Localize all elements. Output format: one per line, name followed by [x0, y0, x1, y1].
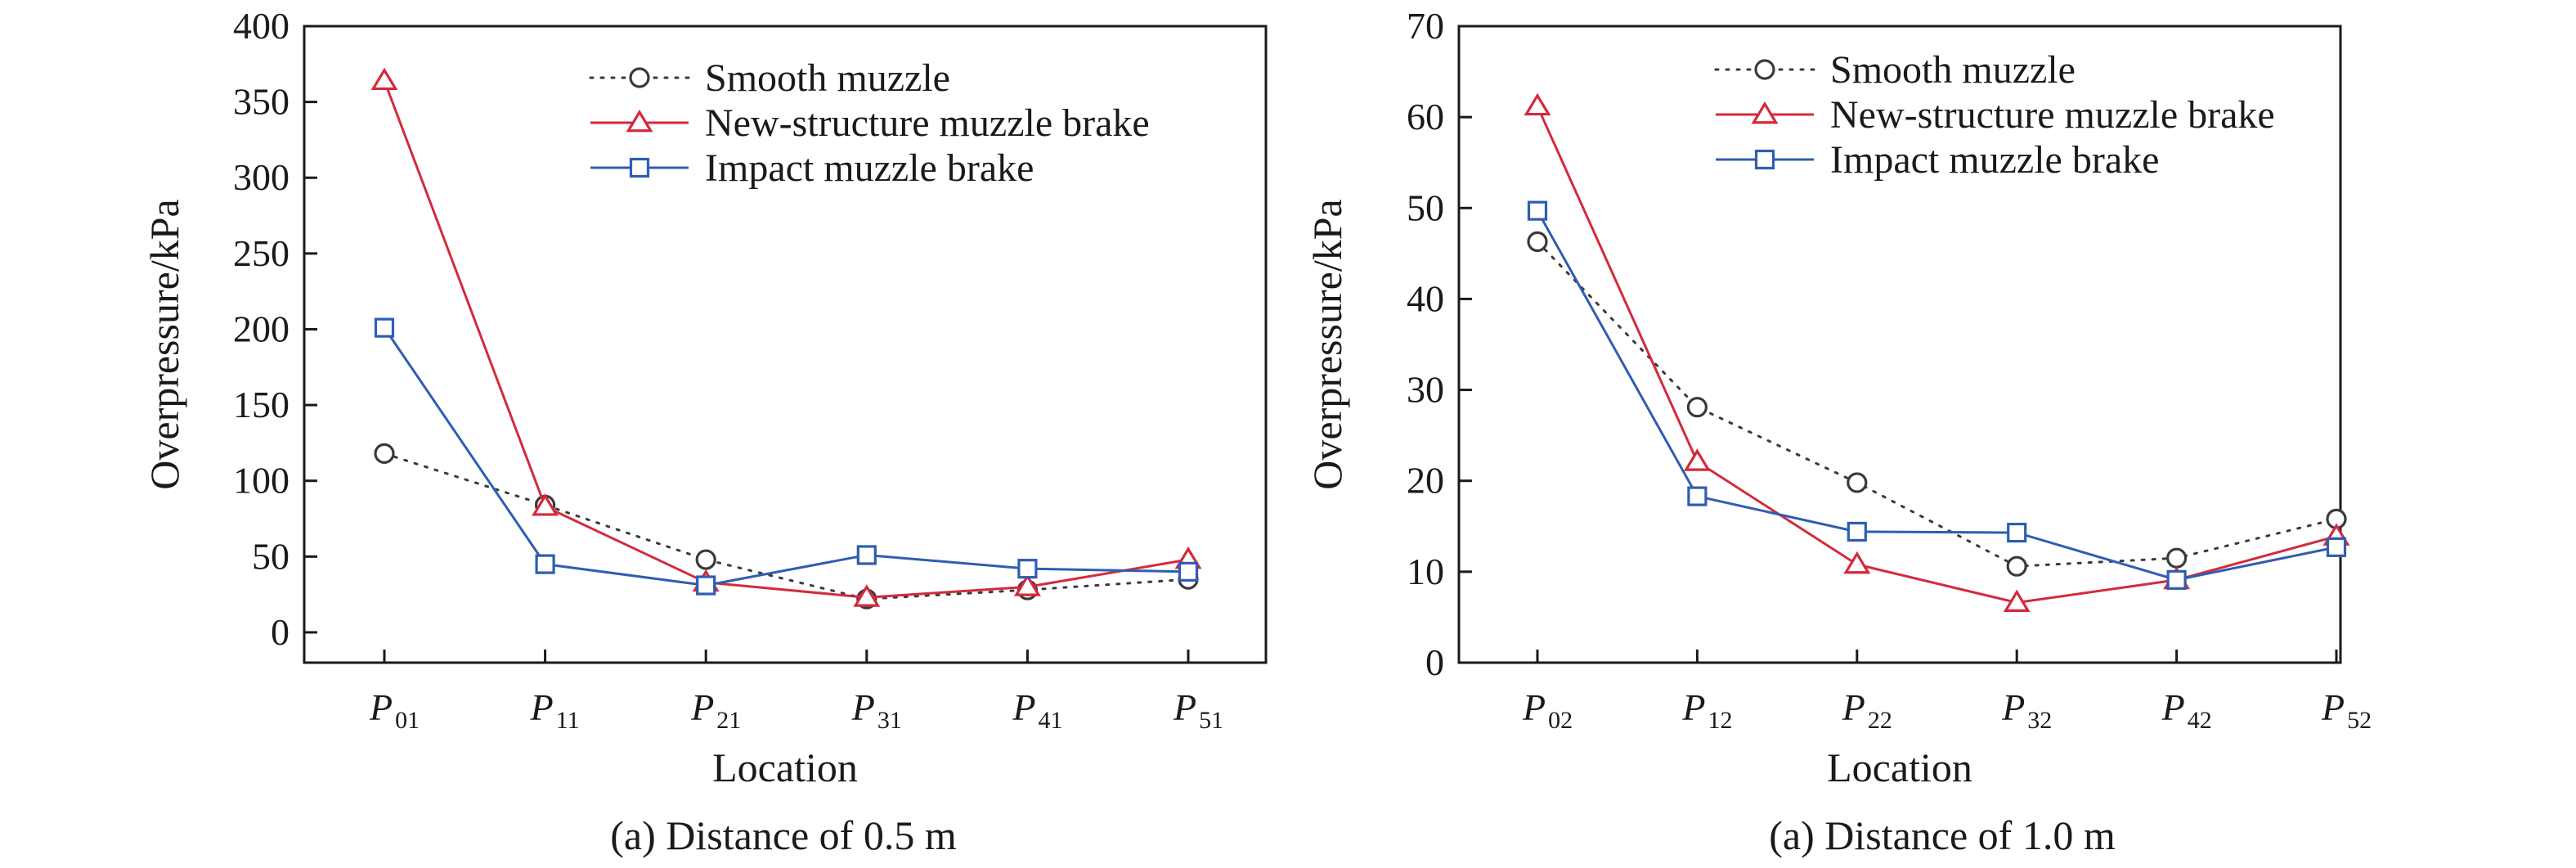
x-tick-label: P 31	[851, 686, 902, 734]
y-tick-label: 350	[233, 81, 289, 123]
data-point-triangle	[1683, 448, 1711, 471]
x-tick-label: P 22	[1842, 686, 1892, 734]
series-line	[1536, 106, 2337, 605]
series-circle	[374, 443, 1199, 609]
y-tick-label: 50	[252, 535, 289, 577]
data-point-triangle	[853, 584, 881, 607]
series-line	[383, 452, 1190, 600]
y-tick-label: 10	[1407, 551, 1444, 592]
data-point-circle	[1527, 231, 1548, 253]
y-tick-label: 50	[1407, 187, 1444, 228]
x-axis-title: Location	[712, 744, 858, 790]
data-point-square	[374, 317, 395, 338]
data-point-circle	[2166, 547, 2188, 569]
series-line	[383, 326, 1189, 587]
data-point-square	[696, 575, 716, 596]
y-tick-label: 300	[233, 156, 289, 198]
x-axis-title: Location	[1827, 744, 1972, 790]
series-line	[1536, 209, 2337, 582]
plot-frame	[1457, 25, 2342, 664]
legend-marker-triangle	[1751, 101, 1779, 124]
x-tick-label: P 42	[2161, 686, 2212, 734]
legend-marker-triangle	[626, 109, 653, 133]
data-point-square	[1178, 561, 1199, 582]
y-tick-label: 20	[1407, 460, 1444, 501]
legend-label: Smooth muzzle	[705, 56, 950, 100]
legend-marker-circle	[629, 67, 650, 88]
data-point-circle	[695, 549, 716, 570]
data-point-circle	[2006, 555, 2027, 577]
data-point-square	[856, 545, 877, 565]
y-tick-label: 30	[1407, 369, 1444, 411]
legend-label: New-structure muzzle brake	[1830, 93, 2275, 137]
x-tick-label: P 52	[2321, 686, 2372, 734]
data-point-square	[2326, 537, 2347, 557]
x-tick-label: P 41	[1012, 686, 1062, 734]
y-axis-title: Overpressure/kPa	[141, 199, 187, 489]
y-tick-label: 40	[1407, 277, 1444, 319]
series-line	[1536, 240, 2338, 568]
legend-marker-circle	[1754, 59, 1775, 80]
data-point-triangle	[2003, 589, 2031, 612]
data-point-square	[2166, 569, 2187, 590]
y-tick-label: 250	[233, 232, 289, 274]
y-tick-label: 0	[271, 611, 289, 653]
x-tick-label: P 32	[2001, 686, 2052, 734]
y-tick-label: 60	[1407, 96, 1444, 137]
data-point-triangle	[370, 67, 398, 91]
data-point-square	[535, 554, 555, 574]
y-tick-label: 150	[233, 384, 289, 425]
x-tick-label: P 11	[530, 686, 580, 734]
y-tick-label: 400	[233, 5, 289, 47]
legend-label: Impact muzzle brake	[1830, 138, 2159, 182]
series-square	[1527, 200, 2347, 590]
data-point-triangle	[1524, 92, 1551, 116]
data-point-circle	[1686, 397, 1708, 418]
x-tick-label: P 51	[1173, 686, 1223, 734]
x-tick-label: P 02	[1522, 686, 1573, 734]
chart-distance-0-5m: 0 50 100 150 200 250 300 350 400 P 01 P 11 P 21 P 31 P 41 P…	[141, 5, 1268, 858]
data-point-triangle	[532, 493, 559, 516]
y-tick-label: 200	[233, 308, 289, 349]
legend-marker-square	[1754, 149, 1775, 170]
legend-label: New-structure muzzle brake	[705, 101, 1150, 145]
y-tick-label: 0	[1425, 641, 1444, 683]
series-circle	[1527, 231, 2347, 577]
x-tick-label: P 21	[690, 686, 741, 734]
series-line	[383, 80, 1189, 599]
data-point-circle	[374, 443, 395, 464]
legend-label: Impact muzzle brake	[705, 146, 1034, 190]
x-tick-label: P 12	[1681, 686, 1732, 734]
series-square	[374, 317, 1199, 596]
figure-caption: (a) Distance of 1.0 m	[1769, 812, 2116, 858]
y-tick-label: 100	[233, 460, 289, 501]
data-point-square	[1847, 521, 1867, 542]
data-point-square	[1687, 486, 1708, 506]
data-point-square	[2007, 522, 2027, 543]
y-tick-label: 70	[1407, 5, 1444, 47]
legend-marker-square	[629, 157, 650, 178]
chart-distance-1-0m: 0 10 20 30 40 50 60 70 P 02 P 12 P 22 P 32 P 42 P 52 Locatio…	[1304, 5, 2372, 858]
plot-frame	[303, 25, 1268, 664]
y-axis-title: Overpressure/kPa	[1304, 199, 1350, 489]
legend-label: Smooth muzzle	[1830, 48, 2076, 92]
data-point-triangle	[1013, 573, 1041, 596]
data-point-square	[1017, 559, 1038, 579]
data-point-triangle	[1843, 551, 1871, 574]
data-point-circle	[1847, 472, 1868, 493]
figure-caption: (a) Distance of 0.5 m	[610, 812, 957, 858]
data-point-square	[1527, 200, 1548, 221]
x-tick-label: P 01	[369, 686, 420, 734]
